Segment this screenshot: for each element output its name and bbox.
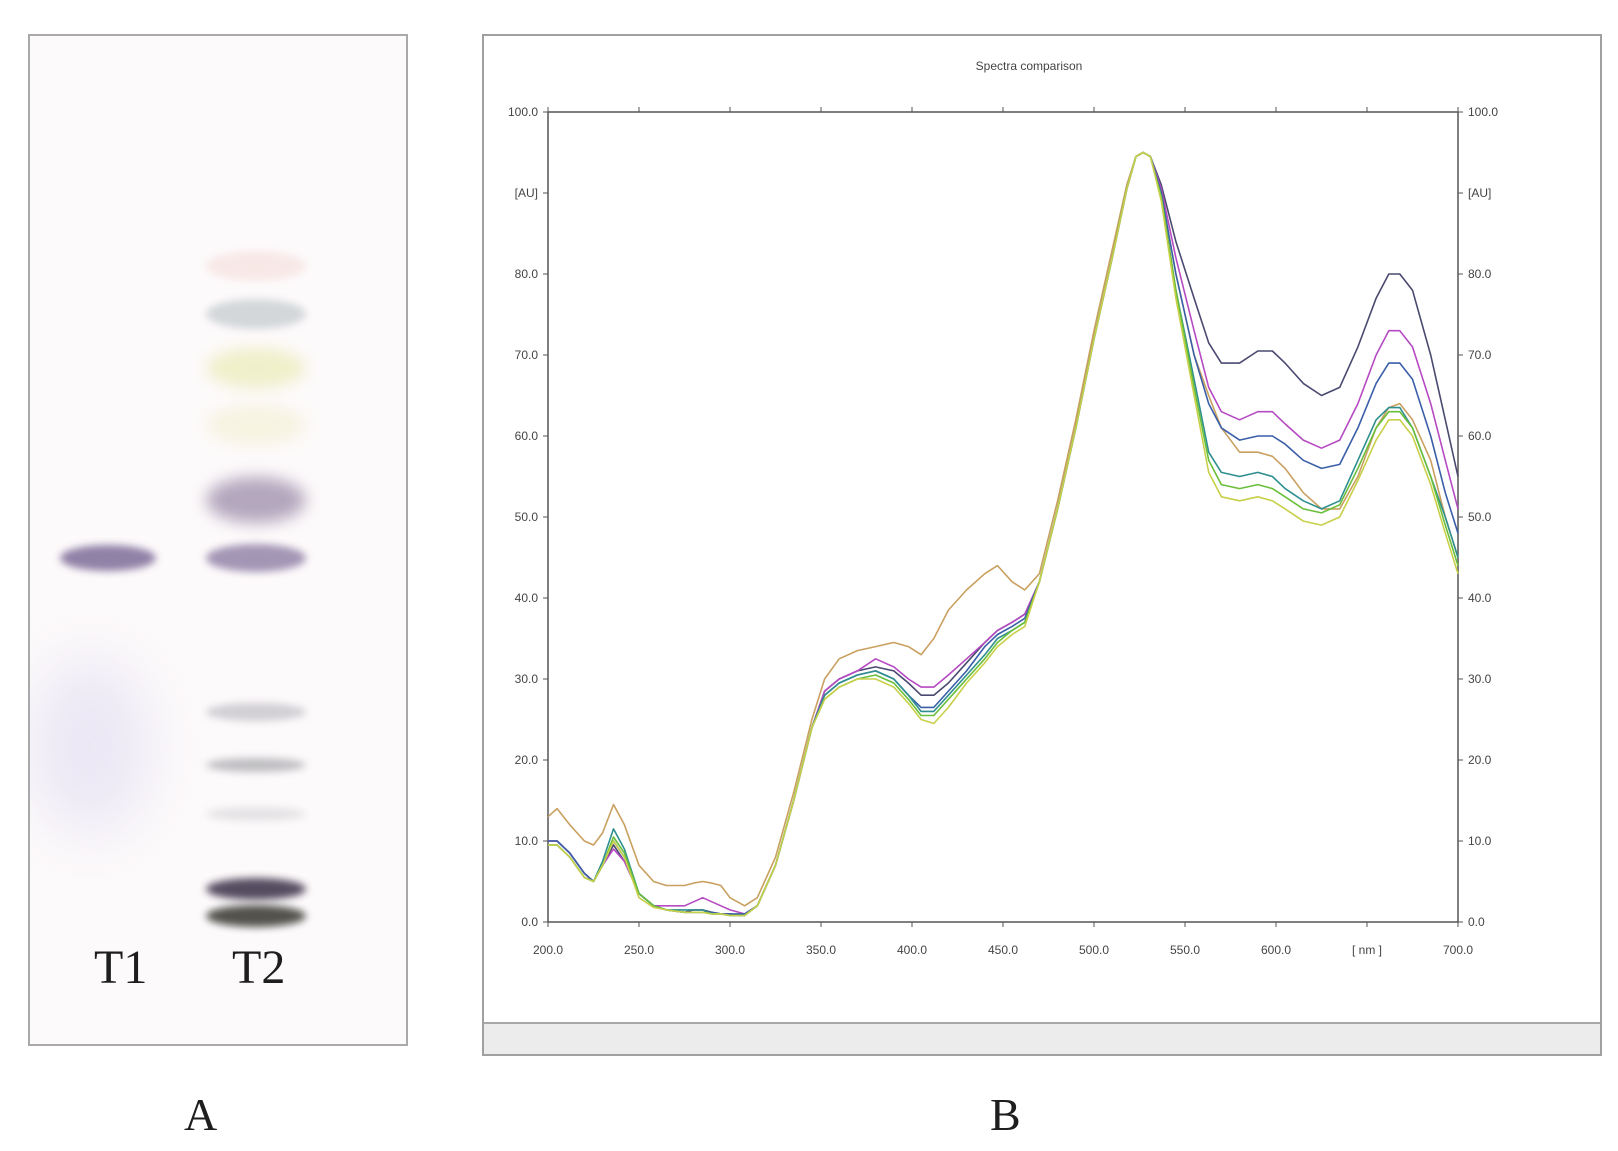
chart-axes: 200.0 250.0 300.0 350.0 400.0 450.0 500.0 550.0… — [508, 105, 1498, 957]
y-tick-label-right: 30.0 — [1468, 672, 1492, 686]
y-tick-label-left: 50.0 — [515, 510, 539, 524]
x-tick-label: 500.0 — [1079, 943, 1109, 957]
tlc-band — [206, 878, 306, 901]
y-tick-label-left: 60.0 — [515, 429, 539, 443]
spectra-window: Spectra comparison 200.0 250.0 300.0 350.0 4… — [482, 34, 1602, 1056]
x-tick-label: 700.0 — [1443, 943, 1473, 957]
x-tick-label: 600.0 — [1261, 943, 1291, 957]
tlc-band — [206, 703, 306, 722]
y-tick-label-right: 60.0 — [1468, 429, 1492, 443]
tlc-band — [206, 347, 306, 388]
tlc-band — [206, 758, 306, 773]
tlc-band — [206, 404, 306, 445]
panel-label-a: A — [184, 1089, 218, 1140]
spectrum-line — [548, 151, 1459, 915]
spectra-chart: Spectra comparison 200.0 250.0 300.0 350.0 4… — [508, 59, 1498, 957]
y-tick-label-right: 50.0 — [1468, 510, 1492, 524]
x-tick-label: 350.0 — [806, 943, 836, 957]
panel-label-b: B — [990, 1089, 1021, 1140]
spectrum-line — [548, 151, 1459, 915]
tlc-diffuse-haze — [30, 656, 150, 836]
window-status-bar — [484, 1022, 1600, 1054]
y-tick-label-left: 0.0 — [521, 915, 538, 929]
tlc-band — [206, 806, 306, 821]
x-tick-label: 250.0 — [624, 943, 654, 957]
lane-label-t1: T1 — [94, 941, 148, 994]
tlc-band — [206, 299, 306, 330]
y-tick-label-left: 40.0 — [515, 591, 539, 605]
spectrum-line — [548, 151, 1459, 917]
y-tick-label-left: 80.0 — [515, 267, 539, 281]
x-tick-label: 450.0 — [988, 943, 1018, 957]
x-tick-label: 300.0 — [715, 943, 745, 957]
y-tick-label-right: 80.0 — [1468, 267, 1492, 281]
y-tick-label-left: 70.0 — [515, 348, 539, 362]
x-tick-label: 400.0 — [897, 943, 927, 957]
y-tick-label-left: 30.0 — [515, 672, 539, 686]
tlc-plate — [28, 34, 408, 1046]
x-tick-label: 200.0 — [533, 943, 563, 957]
y-tick-label-left: 100.0 — [508, 105, 538, 119]
y-tick-label-right: 40.0 — [1468, 591, 1492, 605]
y-tick-label-right: 10.0 — [1468, 834, 1492, 848]
y-tick-label-left: 10.0 — [515, 834, 539, 848]
y-tick-label-right: 100.0 — [1468, 105, 1498, 119]
lane-label-t2: T2 — [232, 941, 286, 994]
y-tick-label-right: 20.0 — [1468, 753, 1492, 767]
chart-title: Spectra comparison — [976, 59, 1083, 73]
tlc-band — [206, 543, 306, 572]
tlc-band — [206, 250, 306, 281]
tlc-band — [60, 544, 156, 571]
y-tick-label-right: 70.0 — [1468, 348, 1492, 362]
chart-series-layer — [547, 151, 1459, 917]
y-tick-label-left: 20.0 — [515, 753, 539, 767]
spectrum-line — [548, 151, 1459, 917]
y-tick-label-right: 0.0 — [1468, 915, 1485, 929]
spectrum-line — [548, 151, 1459, 917]
x-axis-label: [ nm ] — [1352, 943, 1382, 957]
spectrum-line — [548, 151, 1459, 917]
tlc-band — [206, 904, 306, 927]
x-tick-label: 550.0 — [1170, 943, 1200, 957]
tlc-band — [206, 477, 306, 524]
spectrum-line — [547, 151, 1459, 907]
y-tick-label-right: [AU] — [1468, 186, 1491, 200]
y-tick-label-left: [AU] — [515, 186, 538, 200]
